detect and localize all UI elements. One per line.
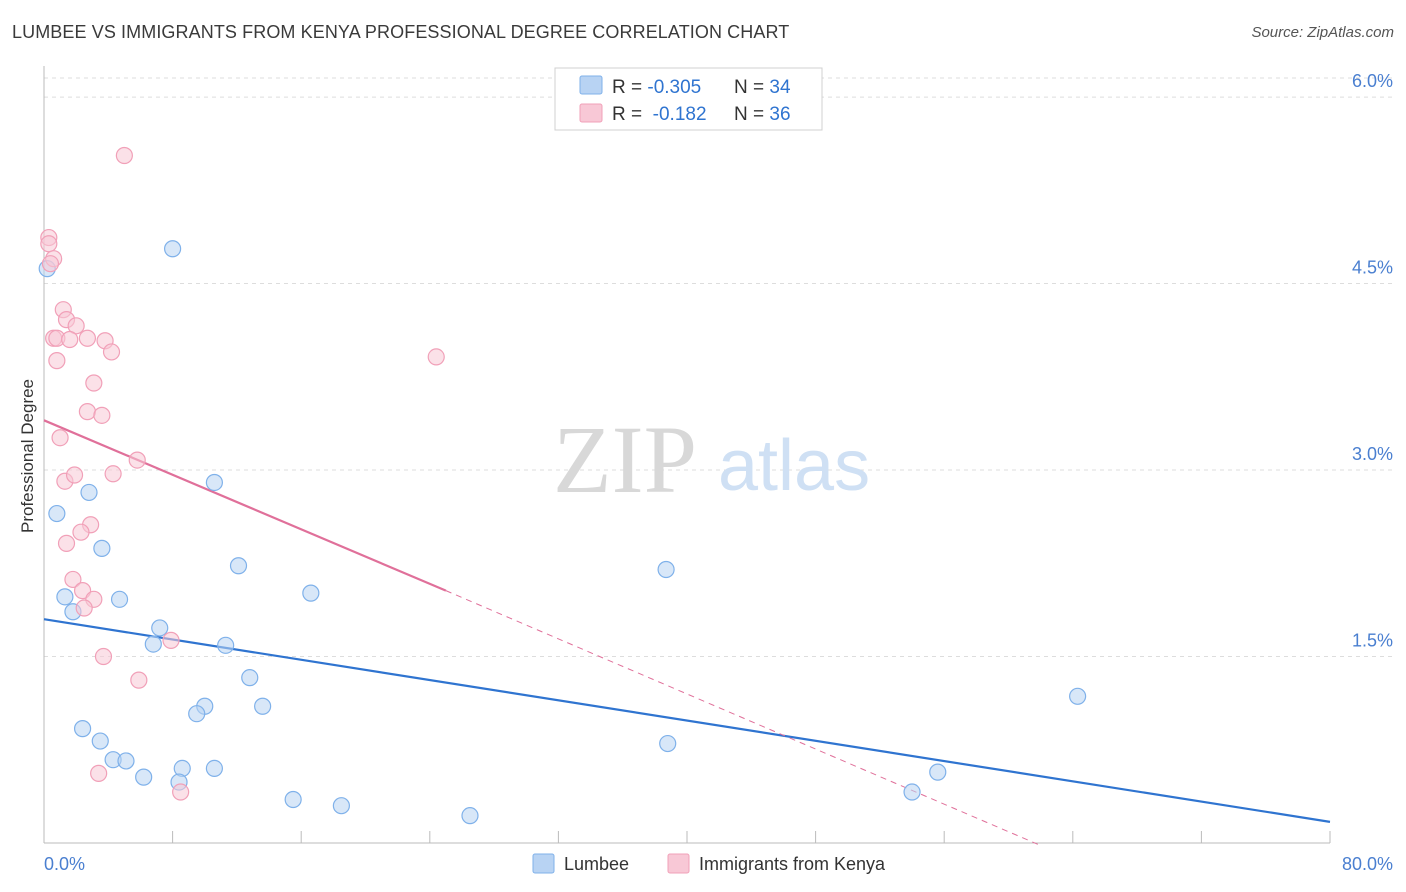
- legend-n-label-1: N =: [734, 77, 769, 98]
- legend-swatch-kenya: [579, 103, 603, 123]
- lumbee-point-12: [144, 635, 162, 653]
- series-legend: Lumbee Immigrants from Kenya: [532, 853, 886, 874]
- kenya-point-35: [172, 783, 190, 801]
- y-tick-label-2: 4.5%: [1352, 258, 1393, 278]
- kenya-point-20: [128, 451, 146, 469]
- kenya-trend-line-extension: [445, 590, 1041, 846]
- data-points: [38, 146, 1087, 825]
- watermark: ZIP atlas: [553, 406, 870, 513]
- kenya-point-23: [104, 465, 122, 483]
- kenya-point-11: [78, 329, 97, 347]
- kenya-point-2: [40, 235, 58, 253]
- lumbee-trend-line: [43, 618, 1331, 823]
- watermark-zip: ZIP: [553, 406, 697, 513]
- lumbee-point-1: [164, 240, 182, 258]
- lumbee-point-9: [302, 584, 320, 602]
- grid-lines: [44, 77, 1392, 658]
- chart-title: LUMBEE VS IMMIGRANTS FROM KENYA PROFESSI…: [12, 22, 790, 42]
- legend-row-1: R = -0.305: [612, 77, 701, 98]
- series-legend-label-lumbee: Lumbee: [564, 854, 629, 874]
- lumbee-point-21: [117, 752, 135, 770]
- lumbee-point-19: [91, 732, 109, 750]
- lumbee-point-28: [461, 807, 479, 825]
- kenya-point-13: [102, 343, 121, 361]
- kenya-point-22: [65, 466, 84, 484]
- lumbee-point-31: [1069, 687, 1087, 705]
- lumbee-point-2: [48, 504, 66, 523]
- lumbee-point-7: [56, 588, 74, 606]
- kenya-point-27: [64, 570, 82, 589]
- series-legend-swatch-kenya: [667, 853, 690, 874]
- trend-lines: [43, 419, 1331, 846]
- lumbee-point-6: [229, 557, 248, 575]
- x-tick-label-0: 0.0%: [44, 854, 85, 874]
- lumbee-point-32: [929, 763, 947, 781]
- watermark-atlas: atlas: [718, 426, 870, 506]
- y-tick-labels: 1.5% 3.0% 4.5% 6.0%: [1352, 71, 1393, 650]
- axes: [43, 66, 1331, 844]
- kenya-trend-line: [43, 419, 447, 592]
- kenya-point-10: [61, 330, 79, 349]
- lumbee-point-5: [93, 539, 111, 557]
- kenya-point-4: [41, 255, 60, 273]
- kenya-point-16: [85, 374, 103, 392]
- source-label: Source: ZipAtlas.com: [1251, 24, 1394, 41]
- kenya-point-26: [57, 534, 76, 552]
- kenya-point-32: [94, 647, 113, 666]
- kenya-point-0: [115, 146, 133, 165]
- lumbee-point-14: [241, 669, 259, 687]
- x-tick-label-1: 80.0%: [1342, 854, 1393, 874]
- kenya-point-25: [72, 523, 90, 541]
- kenya-point-31: [162, 631, 180, 649]
- lumbee-point-3: [80, 483, 98, 502]
- lumbee-point-27: [332, 797, 350, 815]
- lumbee-point-17: [254, 697, 272, 715]
- lumbee-point-30: [659, 734, 677, 753]
- y-tick-label-1: 3.0%: [1352, 444, 1393, 464]
- series-legend-swatch-lumbee: [532, 853, 555, 874]
- legend-swatch-lumbee: [579, 75, 603, 95]
- kenya-point-34: [90, 764, 108, 782]
- legend-row-2: R = -0.182: [612, 104, 707, 125]
- lumbee-point-4: [205, 473, 223, 492]
- y-tick-label-3: 6.0%: [1352, 71, 1393, 91]
- lumbee-point-29: [657, 560, 675, 579]
- legend-r-label-1: R =: [612, 77, 647, 98]
- lumbee-point-16: [188, 705, 206, 723]
- kenya-point-28: [73, 582, 92, 600]
- lumbee-point-18: [73, 720, 92, 738]
- y-tick-label-0: 1.5%: [1352, 631, 1393, 651]
- lumbee-point-24: [205, 759, 223, 778]
- lumbee-point-13: [217, 636, 235, 654]
- legend-n-1: N = 34: [734, 77, 791, 98]
- legend-r-value-1: -0.305: [647, 77, 701, 98]
- kenya-point-15: [427, 348, 445, 366]
- legend-r-value-2: -0.182: [647, 104, 706, 125]
- lumbee-point-22: [135, 768, 153, 786]
- legend-r-label-2: R =: [612, 104, 647, 125]
- lumbee-point-33: [903, 783, 921, 801]
- legend-n-value-1: 34: [769, 77, 791, 98]
- x-tick-labels: 0.0% 80.0%: [44, 854, 1393, 874]
- lumbee-point-8: [110, 590, 129, 608]
- kenya-point-14: [48, 352, 66, 370]
- legend-n-label-2: N =: [734, 104, 769, 125]
- kenya-point-18: [93, 406, 111, 424]
- lumbee-point-11: [151, 619, 169, 637]
- kenya-point-17: [78, 403, 97, 421]
- correlation-legend: R = -0.305 N = 34 R = -0.182 N = 36: [554, 67, 823, 131]
- legend-n-value-2: 36: [769, 104, 790, 125]
- lumbee-point-26: [284, 790, 302, 809]
- kenya-point-19: [51, 429, 69, 447]
- series-legend-label-kenya: Immigrants from Kenya: [699, 854, 886, 874]
- kenya-point-33: [130, 671, 148, 689]
- kenya-point-30: [75, 599, 93, 617]
- legend-n-2: N = 36: [734, 104, 791, 125]
